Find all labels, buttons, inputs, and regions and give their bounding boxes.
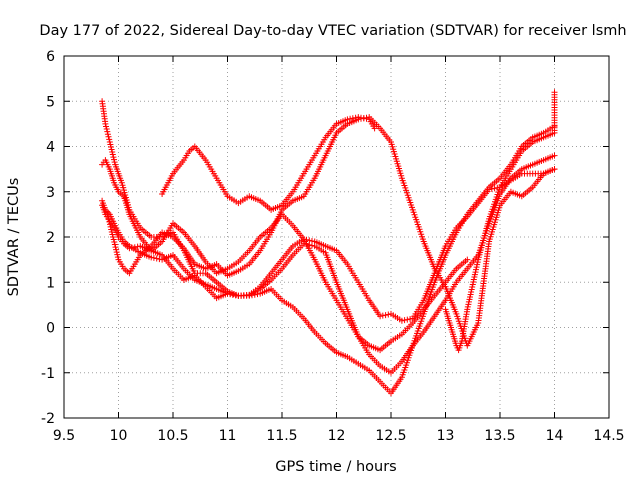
x-tick-label: 10	[110, 428, 128, 444]
y-tick-label: 3	[46, 185, 55, 201]
data-points	[99, 89, 558, 397]
plot-frame	[63, 55, 610, 419]
series-track-3	[99, 152, 558, 376]
axis-ticks: 9.5 10 10.5 11 11.5 12 12.5 13 13.5 14 14.5-2-1012…	[41, 49, 625, 444]
y-tick-label: 5	[46, 94, 55, 110]
chart-title: Day 177 of 2022, Sidereal Day-to-day VTE…	[39, 23, 626, 39]
y-tick-label: 1	[46, 275, 55, 291]
x-tick-label: 12.5	[375, 428, 406, 444]
y-tick-label: 4	[46, 140, 55, 156]
x-axis-label: GPS time / hours	[275, 459, 396, 475]
x-tick-label: 13.5	[484, 428, 515, 444]
grid-lines	[64, 56, 609, 418]
series-track-5	[104, 114, 558, 349]
x-tick-label: 9.5	[53, 428, 75, 444]
x-tick-label: 12	[328, 428, 346, 444]
x-tick-label: 14	[546, 428, 564, 444]
y-tick-label: -2	[41, 411, 55, 427]
series-track-7	[442, 89, 558, 354]
series-track-4	[99, 202, 471, 354]
series-track-6	[159, 114, 378, 213]
x-tick-label: 14.5	[593, 428, 624, 444]
y-tick-label: 6	[46, 49, 55, 65]
x-tick-label: 11.5	[266, 428, 297, 444]
x-tick-label: 13	[437, 428, 455, 444]
y-tick-label: 0	[46, 321, 55, 337]
y-tick-label: -1	[41, 366, 55, 382]
x-tick-label: 11	[219, 428, 237, 444]
y-tick-label: 2	[46, 230, 55, 246]
x-tick-label: 10.5	[157, 428, 188, 444]
y-axis-label: SDTVAR / TECUs	[6, 178, 22, 297]
